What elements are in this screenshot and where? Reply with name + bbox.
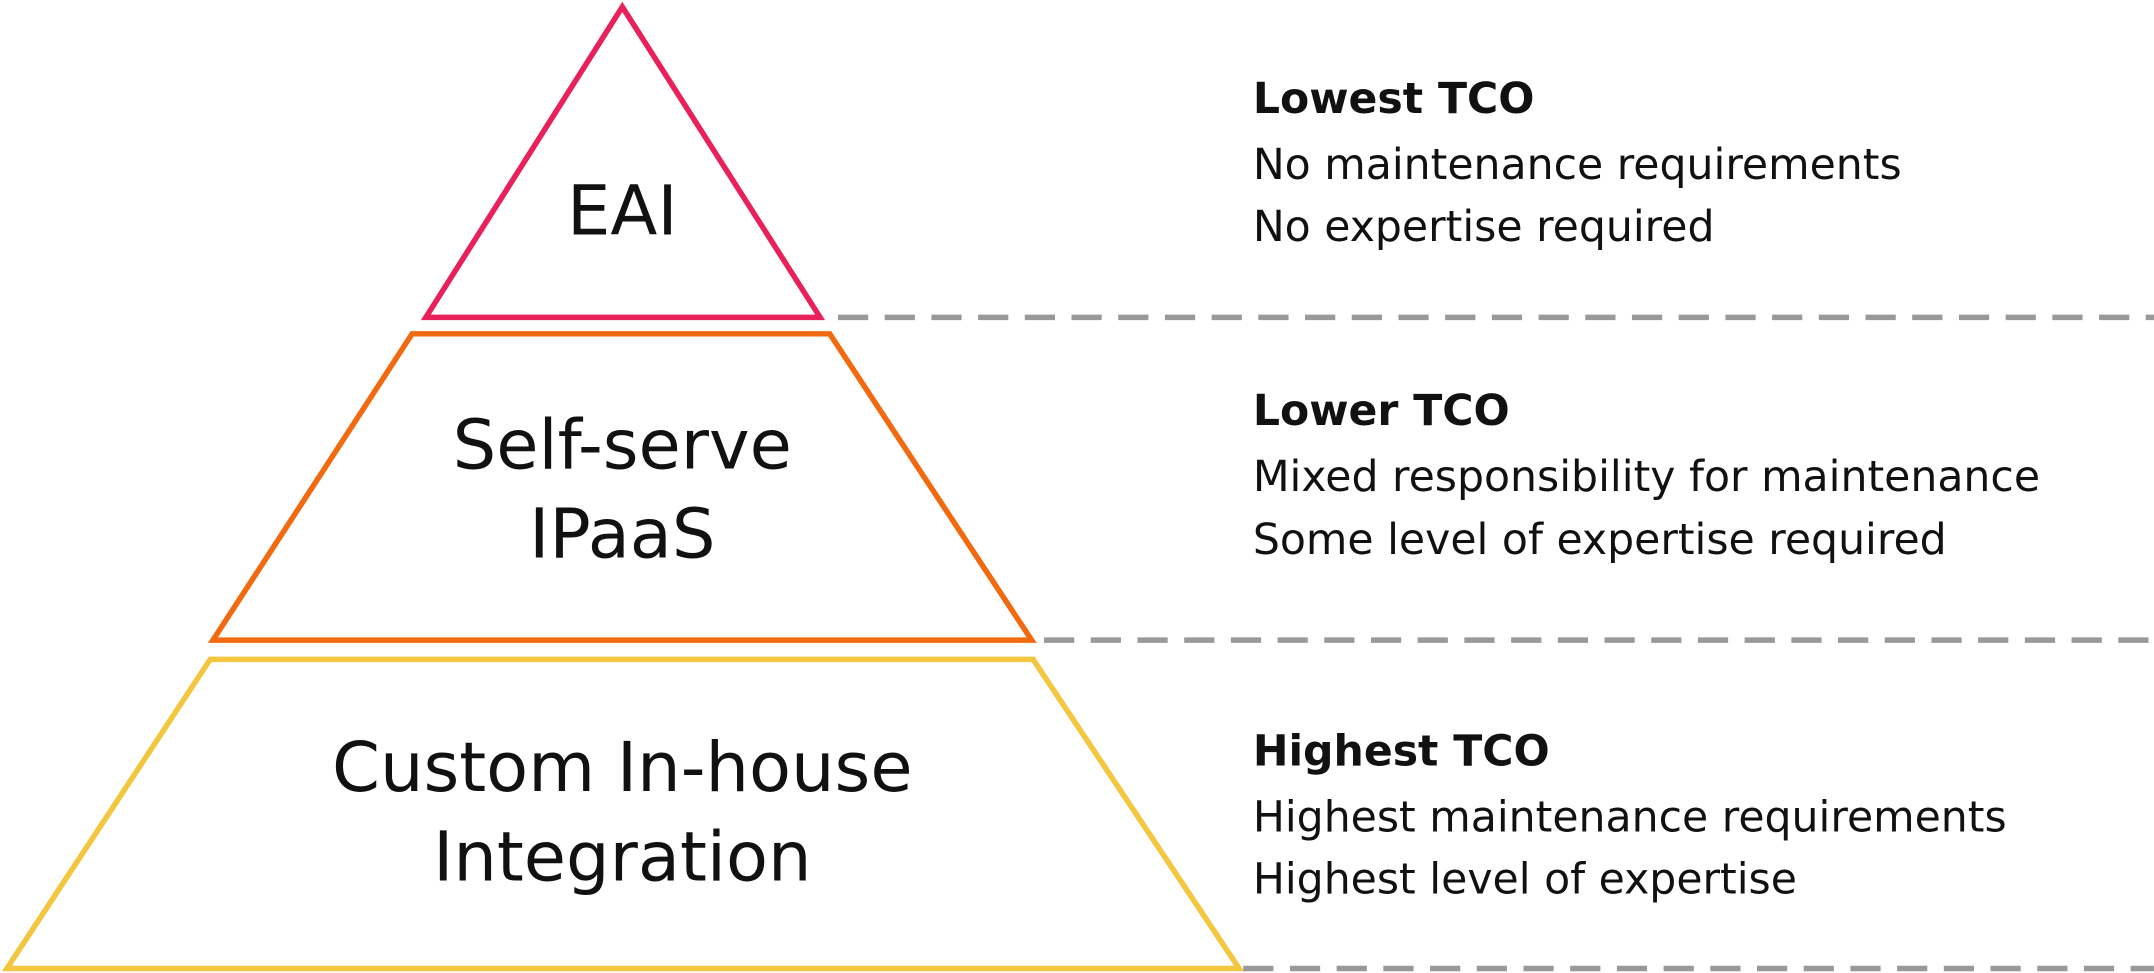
tier-shape [207,331,1037,643]
tier-title: Highest TCO [1253,727,1550,777]
tier-detail: Highest level of expertise [1253,854,1797,904]
tier-label: EAI [567,172,678,252]
tier-detail: Mixed responsibility for maintenance [1253,452,2040,502]
tier-detail: Highest maintenance requirements [1253,793,2007,843]
tier-label: Integration [433,817,811,897]
tier-title: Lowest TCO [1253,74,1535,124]
tier-title: Lower TCO [1253,386,1510,436]
tier-label: Custom In-house [332,728,913,808]
tier-detail: Some level of expertise required [1253,515,1947,565]
tier-detail: No expertise required [1253,202,1715,252]
tier-detail: No maintenance requirements [1253,140,1902,190]
tier-shape [420,1,826,321]
tier-label: IPaaS [529,495,715,575]
tier-shape [1,656,1245,972]
tier-label: Self-serve [453,405,792,485]
